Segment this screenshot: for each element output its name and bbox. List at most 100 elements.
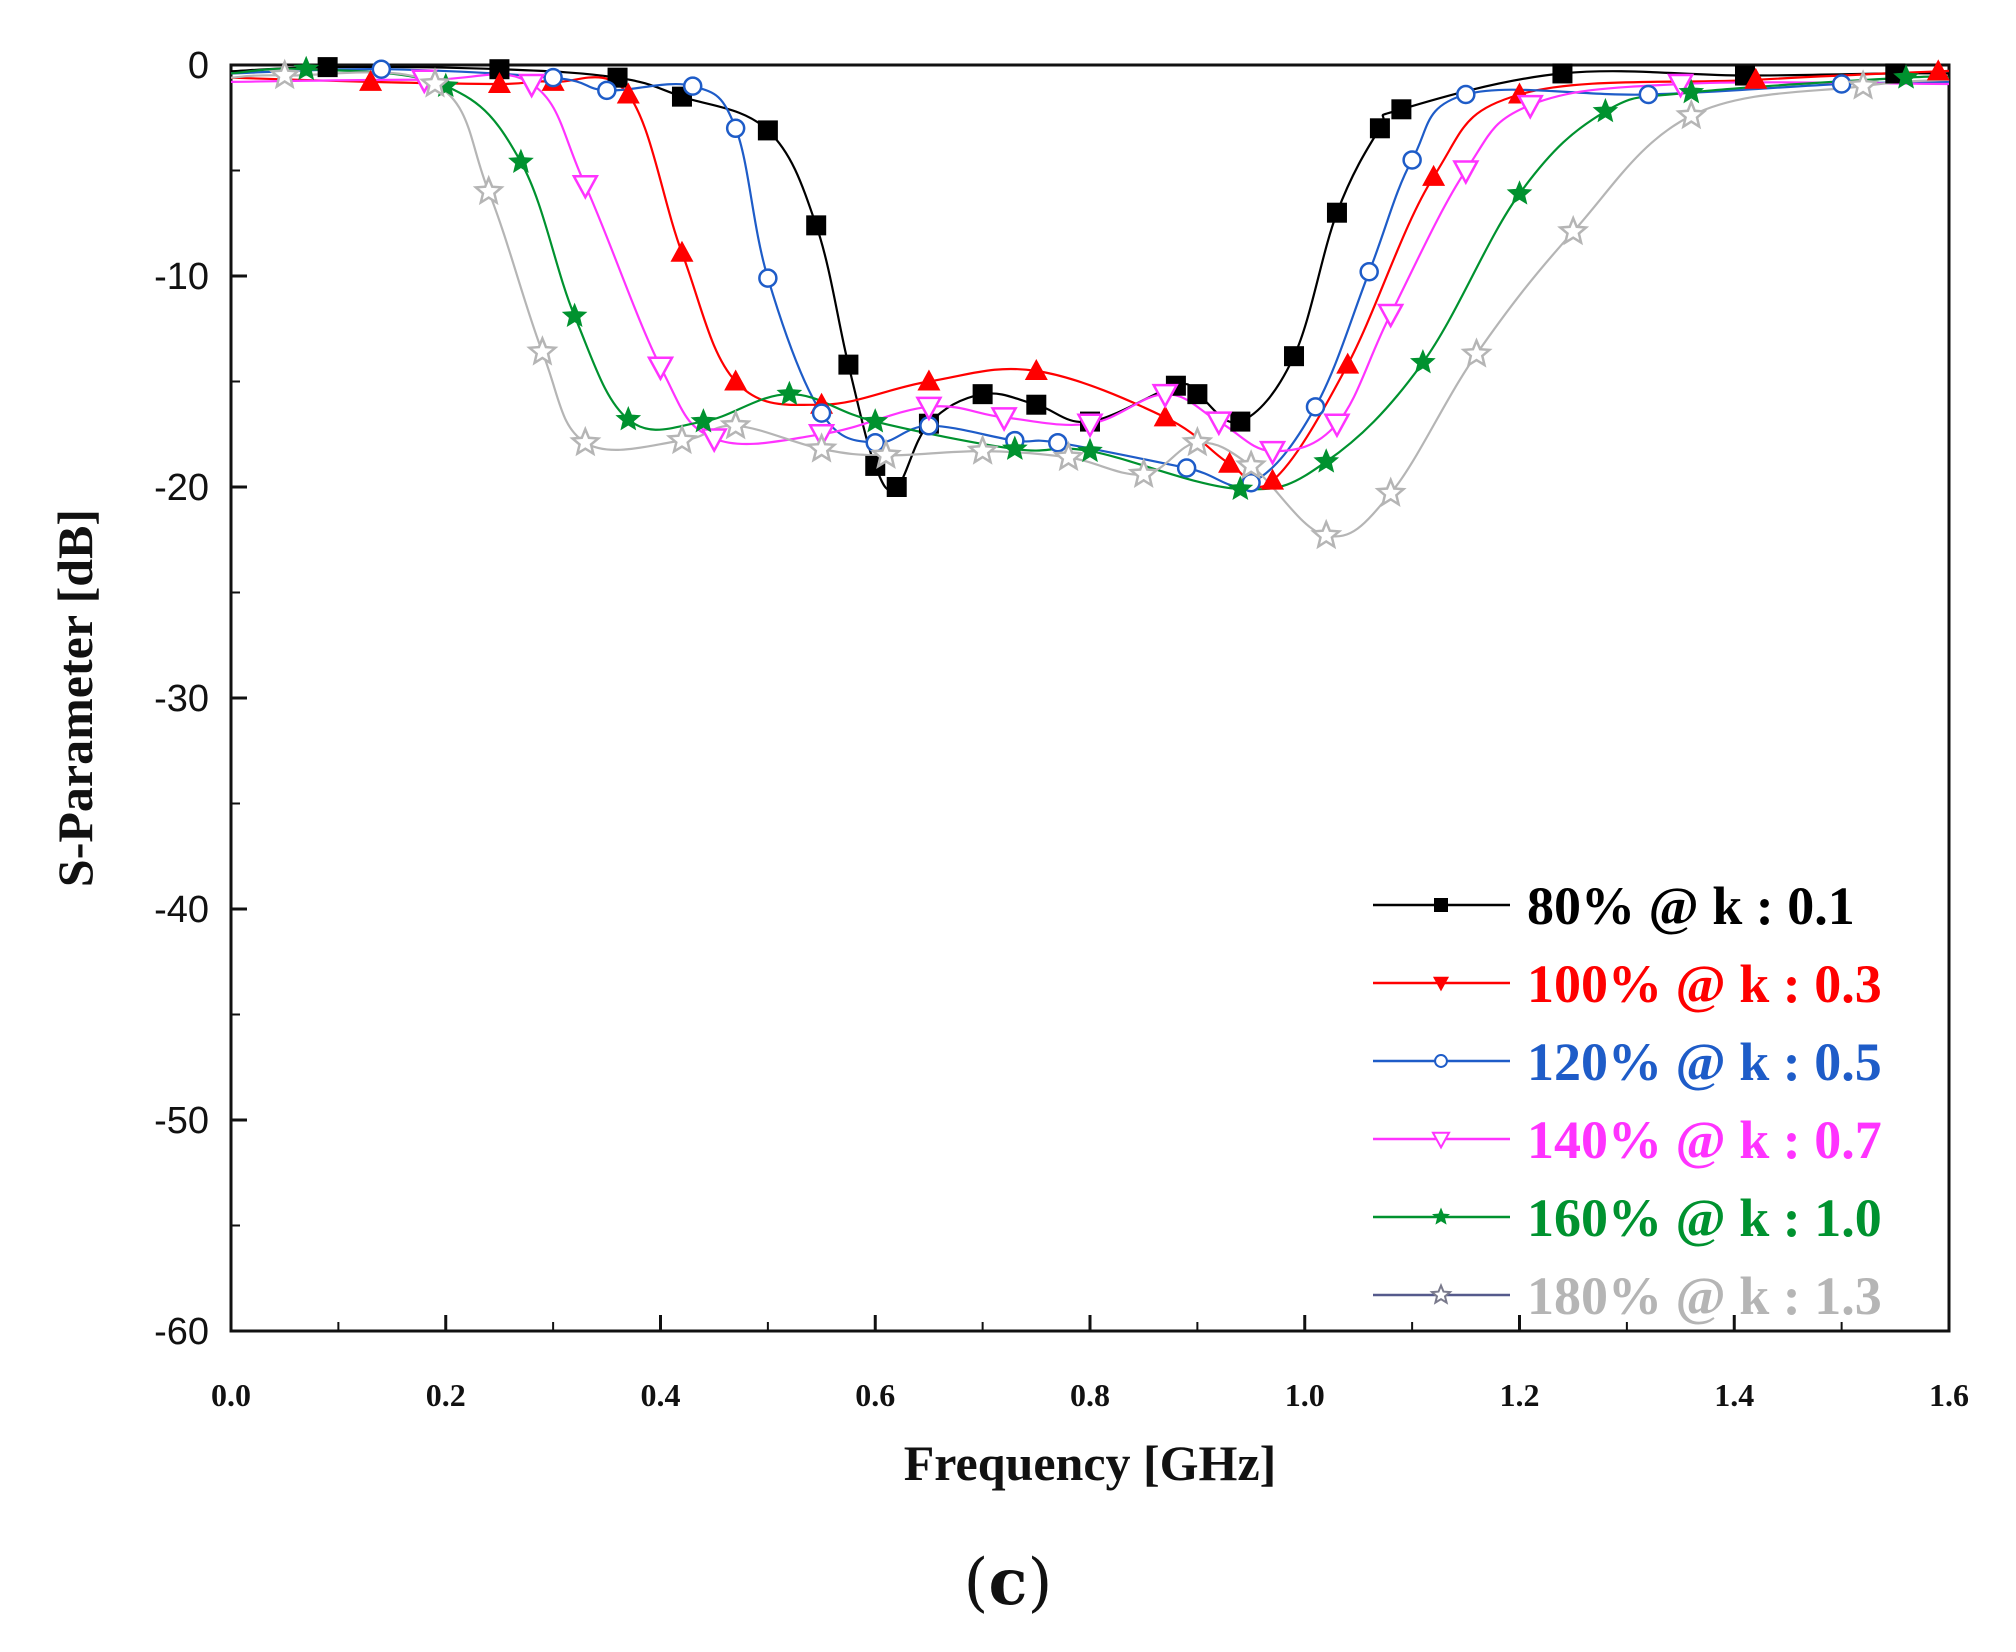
- data-point-marker: [811, 403, 832, 423]
- data-point-marker: [776, 380, 803, 406]
- data-point-marker: [1187, 384, 1208, 405]
- data-point-marker: [1052, 440, 1085, 472]
- data-point-marker: [1305, 397, 1326, 417]
- y-tick-label: -10: [154, 256, 209, 298]
- data-point-marker: [1377, 303, 1405, 329]
- data-point-marker: [1230, 411, 1251, 432]
- legend-item-5: 180% @ k : 1.3: [1373, 1266, 1882, 1326]
- data-point-marker: [472, 174, 505, 206]
- legend-label: 120% @ k : 0.5: [1527, 1032, 1882, 1092]
- data-point-marker: [419, 67, 452, 98]
- legend-label: 140% @ k : 0.7: [1527, 1110, 1882, 1170]
- data-point-marker: [1048, 432, 1068, 453]
- x-tick-label: 1.6: [1929, 1377, 1969, 1413]
- legend-marker: [1429, 1282, 1453, 1305]
- legend-marker: [1432, 976, 1450, 992]
- data-point-marker: [569, 425, 602, 457]
- y-tick-label: -60: [154, 1311, 209, 1353]
- legend-item-2: 120% @ k : 0.5: [1373, 1032, 1882, 1092]
- data-point-marker: [508, 148, 534, 173]
- series-line-1: [231, 69, 1949, 489]
- legend-item-0: 80% @ k : 0.1: [1373, 876, 1855, 936]
- data-point-marker: [1410, 349, 1436, 374]
- data-point-marker: [972, 384, 993, 405]
- data-point-marker: [1516, 94, 1544, 120]
- legend-marker: [1431, 1131, 1451, 1150]
- legend-label: 100% @ k : 0.3: [1527, 954, 1882, 1014]
- data-point-marker: [1151, 383, 1179, 409]
- data-point-marker: [518, 73, 546, 99]
- legend-item-3: 140% @ k : 0.7: [1373, 1110, 1882, 1170]
- data-point-marker: [1359, 262, 1379, 282]
- data-point-marker: [917, 369, 941, 391]
- data-point-marker: [1127, 457, 1160, 489]
- data-point-marker: [690, 408, 717, 433]
- data-point-marker: [1675, 98, 1708, 130]
- x-tick-label: 0.6: [855, 1377, 895, 1413]
- legend-marker: [1432, 1207, 1450, 1225]
- data-point-marker: [1227, 475, 1254, 500]
- data-point-marker: [1638, 84, 1659, 105]
- data-point-marker: [1456, 84, 1476, 105]
- x-tick-label: 1.0: [1285, 1377, 1325, 1413]
- data-point-marker: [489, 59, 510, 80]
- legend: 80% @ k : 0.1 100% @ k : 0.3 120% @ k : 0.…: [1373, 876, 1882, 1326]
- data-point-marker: [317, 57, 338, 78]
- data-point-marker: [1310, 518, 1343, 550]
- data-point-marker: [1678, 78, 1705, 104]
- data-point-marker: [293, 55, 319, 81]
- data-point-marker: [1592, 97, 1619, 123]
- data-point-marker: [616, 82, 640, 104]
- x-tick-label: 0.8: [1070, 1377, 1110, 1413]
- data-point-marker: [543, 67, 563, 88]
- y-tick-label: -30: [154, 678, 209, 720]
- figure-caption: (c): [963, 1545, 1053, 1620]
- data-point-marker: [1557, 214, 1590, 246]
- data-point-marker: [1218, 451, 1242, 473]
- data-point-marker: [1326, 202, 1347, 223]
- data-point-marker: [869, 438, 902, 469]
- data-point-marker: [1552, 63, 1573, 84]
- data-point-marker: [865, 432, 885, 453]
- data-point-marker: [670, 240, 694, 262]
- y-tick-label: -50: [154, 1100, 209, 1142]
- data-point-marker: [758, 268, 778, 288]
- data-point-marker: [1402, 150, 1422, 170]
- data-point-marker: [1024, 358, 1048, 380]
- legend-marker: [1434, 898, 1448, 912]
- data-point-marker: [915, 396, 943, 422]
- series-line-3: [231, 73, 1949, 453]
- data-point-marker: [359, 69, 383, 91]
- data-point-marker: [1460, 337, 1493, 368]
- data-point-marker: [700, 428, 728, 454]
- data-point-marker: [719, 408, 752, 440]
- data-point-marker: [886, 477, 907, 497]
- data-point-marker: [1153, 405, 1177, 427]
- data-point-marker: [571, 175, 599, 200]
- data-point-marker: [1391, 99, 1412, 120]
- data-point-marker: [966, 434, 999, 465]
- y-axis-title: S-Parameter [dB]: [47, 509, 103, 887]
- data-point-marker: [561, 302, 588, 327]
- data-point-marker: [757, 120, 778, 141]
- data-point-marker: [682, 76, 703, 96]
- legend-marker: [1434, 1054, 1448, 1068]
- data-point-marker: [1077, 437, 1103, 463]
- x-tick-label: 0.4: [641, 1377, 681, 1413]
- data-point-marker: [1181, 425, 1214, 457]
- data-point-marker: [646, 356, 675, 382]
- x-tick-label: 0.2: [426, 1377, 466, 1413]
- data-point-marker: [1026, 394, 1047, 415]
- data-point-marker: [1002, 435, 1028, 460]
- data-point-marker: [724, 369, 748, 391]
- legend-item-1: 100% @ k : 0.3: [1373, 954, 1882, 1014]
- data-point-marker: [1336, 352, 1360, 374]
- x-tick-label: 1.2: [1500, 1377, 1540, 1413]
- data-point-marker: [268, 58, 301, 90]
- data-point-marker: [1284, 346, 1305, 367]
- data-point-marker: [1261, 468, 1285, 490]
- data-point-marker: [1205, 411, 1233, 437]
- data-point-marker: [1313, 448, 1340, 473]
- data-point-marker: [371, 59, 392, 79]
